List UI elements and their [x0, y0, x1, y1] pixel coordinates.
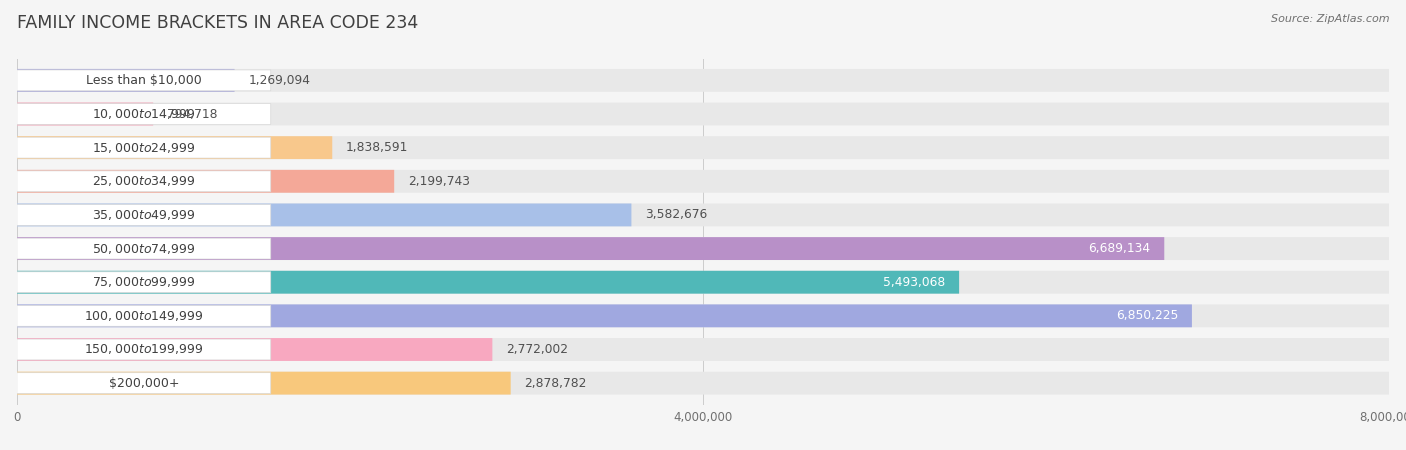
Text: Source: ZipAtlas.com: Source: ZipAtlas.com — [1271, 14, 1389, 23]
Text: 6,689,134: 6,689,134 — [1088, 242, 1150, 255]
FancyBboxPatch shape — [17, 137, 271, 158]
Text: $10,000 to $14,999: $10,000 to $14,999 — [91, 107, 195, 121]
FancyBboxPatch shape — [17, 203, 631, 226]
Text: $100,000 to $149,999: $100,000 to $149,999 — [84, 309, 204, 323]
FancyBboxPatch shape — [17, 69, 235, 92]
FancyBboxPatch shape — [17, 372, 510, 395]
Text: $35,000 to $49,999: $35,000 to $49,999 — [91, 208, 195, 222]
FancyBboxPatch shape — [17, 170, 394, 193]
Text: 3,582,676: 3,582,676 — [645, 208, 707, 221]
Text: 5,493,068: 5,493,068 — [883, 276, 945, 289]
FancyBboxPatch shape — [17, 171, 271, 192]
Text: 6,850,225: 6,850,225 — [1116, 309, 1178, 322]
FancyBboxPatch shape — [17, 104, 271, 125]
Text: Less than $10,000: Less than $10,000 — [86, 74, 201, 87]
FancyBboxPatch shape — [17, 69, 1389, 92]
FancyBboxPatch shape — [17, 338, 1389, 361]
FancyBboxPatch shape — [17, 237, 1164, 260]
Text: 794,718: 794,718 — [167, 108, 218, 121]
FancyBboxPatch shape — [17, 373, 271, 394]
Text: $50,000 to $74,999: $50,000 to $74,999 — [91, 242, 195, 256]
FancyBboxPatch shape — [17, 338, 492, 361]
Text: $75,000 to $99,999: $75,000 to $99,999 — [91, 275, 195, 289]
FancyBboxPatch shape — [17, 203, 1389, 226]
Text: FAMILY INCOME BRACKETS IN AREA CODE 234: FAMILY INCOME BRACKETS IN AREA CODE 234 — [17, 14, 418, 32]
FancyBboxPatch shape — [17, 339, 271, 360]
Text: $25,000 to $34,999: $25,000 to $34,999 — [91, 174, 195, 188]
Text: 1,838,591: 1,838,591 — [346, 141, 408, 154]
FancyBboxPatch shape — [17, 272, 271, 292]
Text: 2,199,743: 2,199,743 — [408, 175, 470, 188]
FancyBboxPatch shape — [17, 103, 153, 126]
FancyBboxPatch shape — [17, 136, 1389, 159]
Text: $200,000+: $200,000+ — [108, 377, 179, 390]
FancyBboxPatch shape — [17, 170, 1389, 193]
FancyBboxPatch shape — [17, 103, 1389, 126]
Text: 1,269,094: 1,269,094 — [249, 74, 311, 87]
Text: $15,000 to $24,999: $15,000 to $24,999 — [91, 141, 195, 155]
FancyBboxPatch shape — [17, 136, 332, 159]
Text: $150,000 to $199,999: $150,000 to $199,999 — [84, 342, 204, 356]
FancyBboxPatch shape — [17, 372, 1389, 395]
FancyBboxPatch shape — [17, 304, 1192, 327]
FancyBboxPatch shape — [17, 304, 1389, 327]
FancyBboxPatch shape — [17, 271, 1389, 294]
FancyBboxPatch shape — [17, 204, 271, 225]
FancyBboxPatch shape — [17, 271, 959, 294]
FancyBboxPatch shape — [17, 70, 271, 91]
Text: 2,878,782: 2,878,782 — [524, 377, 586, 390]
FancyBboxPatch shape — [17, 237, 1389, 260]
FancyBboxPatch shape — [17, 306, 271, 326]
Text: 2,772,002: 2,772,002 — [506, 343, 568, 356]
FancyBboxPatch shape — [17, 238, 271, 259]
